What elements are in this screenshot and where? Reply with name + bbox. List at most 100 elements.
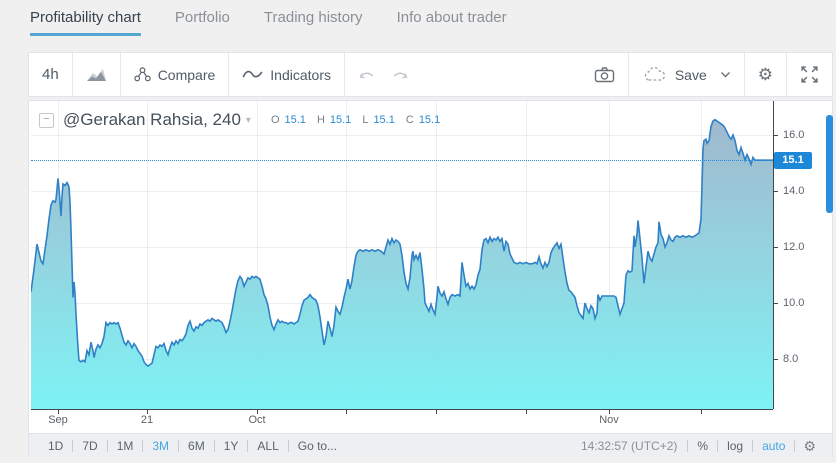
bottom-separator	[213, 440, 215, 452]
range-button-7d[interactable]: 7D	[82, 439, 98, 453]
camera-icon	[594, 66, 615, 83]
price-axis-label: 14.0	[783, 185, 805, 197]
toolbar-separator	[743, 53, 745, 96]
time-axis-label: Sep	[48, 414, 68, 426]
ohlc-high-label: H	[316, 114, 325, 126]
interval-button[interactable]: 4h	[29, 53, 72, 96]
tab-trading-history[interactable]: Trading history	[263, 9, 363, 26]
scale-toggle-[interactable]: %	[697, 439, 709, 453]
compare-icon	[133, 67, 151, 82]
symbol-title[interactable]: @Gerakan Rahsia, 240	[63, 110, 241, 129]
bottom-separator	[752, 440, 754, 452]
time-axis-tick	[58, 410, 59, 414]
time-axis-line	[31, 409, 773, 410]
range-button-goto[interactable]: Go to...	[297, 439, 338, 453]
price-axis-tick	[774, 247, 778, 248]
toolbar-right-group: Save ⚙	[581, 53, 832, 96]
save-button[interactable]: Save	[629, 53, 744, 96]
price-axis-label: 16.0	[783, 129, 805, 141]
price-series-line	[31, 118, 773, 367]
bottom-separator	[106, 440, 108, 452]
ohlc-high-value: 15.1	[329, 114, 352, 126]
bottom-separator	[142, 440, 144, 452]
ohlc-close-label: C	[405, 114, 414, 126]
chevron-down-icon	[720, 71, 731, 78]
current-price-tag: 15.1	[774, 151, 812, 169]
current-price-line	[31, 160, 773, 162]
chart-bottom-bar: 1D 7D 1M 3M 6M 1Y ALL Go to... 14:32:57 (UTC+2)…	[29, 433, 832, 458]
price-axis-line	[773, 101, 774, 409]
time-axis-tick	[526, 410, 527, 414]
tab-info-about-trader[interactable]: Info about trader	[396, 9, 507, 26]
redo-button[interactable]	[388, 53, 422, 96]
ohlc-low-label: L	[362, 114, 369, 126]
chart-card: 16.0 14.0 12.0 10.0 8.0 Sep 21 Oct Nov 15.1 − @…	[28, 100, 833, 458]
bottom-separator	[178, 440, 180, 452]
range-button-3m[interactable]: 3M	[152, 439, 170, 453]
interval-label: 4h	[42, 66, 59, 83]
price-axis-tick	[774, 359, 778, 360]
range-button-1d[interactable]: 1D	[48, 439, 64, 453]
ohlc-close-value: 15.1	[418, 114, 441, 126]
price-axis-label: 10.0	[783, 297, 805, 309]
symbol-caret-icon[interactable]: ▾	[245, 114, 251, 126]
range-button-1y[interactable]: 1Y	[223, 439, 239, 453]
indicators-button[interactable]: Indicators	[229, 53, 344, 96]
collapse-legend-icon[interactable]: −	[39, 112, 54, 128]
price-area-chart[interactable]	[31, 101, 773, 409]
bottom-right-group: 14:32:57 (UTC+2) % log auto ⚙	[571, 434, 824, 458]
snapshot-button[interactable]	[581, 53, 628, 96]
compare-button[interactable]: Compare	[121, 53, 229, 96]
bottom-separator	[794, 440, 796, 452]
range-button-all[interactable]: ALL	[257, 439, 279, 453]
indicators-wave-icon	[242, 69, 263, 80]
price-axis-tick	[774, 303, 778, 304]
bottom-separator	[717, 440, 719, 452]
indicators-label: Indicators	[270, 66, 331, 83]
bottom-separator	[287, 440, 289, 452]
tab-profitability-chart[interactable]: Profitability chart	[30, 9, 141, 36]
compare-label: Compare	[157, 66, 216, 83]
range-button-6m[interactable]: 6M	[188, 439, 205, 453]
ohlc-readout: O 15.1 H 15.1 L 15.1 C 15.1	[271, 114, 446, 126]
toolbar-separator	[627, 53, 629, 96]
price-axis-label: 12.0	[783, 241, 805, 253]
tab-portfolio[interactable]: Portfolio	[174, 9, 230, 26]
undo-button[interactable]	[345, 53, 388, 96]
ohlc-open-label: O	[270, 114, 280, 126]
scale-toggle-auto[interactable]: auto	[762, 439, 786, 453]
ohlc-open-value: 15.1	[284, 114, 306, 126]
range-button-1m[interactable]: 1M	[116, 439, 134, 453]
time-axis-label: Nov	[599, 414, 619, 426]
fullscreen-button[interactable]	[787, 53, 832, 96]
bottom-separator	[687, 440, 689, 452]
scale-toggles: % log auto	[688, 439, 796, 453]
time-axis-tick	[436, 410, 437, 414]
chart-properties-gear-icon[interactable]: ⚙	[803, 437, 816, 454]
chart-style-button[interactable]	[73, 53, 120, 96]
save-label: Save	[674, 66, 707, 83]
toolbar-separator	[119, 53, 121, 96]
time-axis-label: 21	[140, 414, 154, 426]
area-chart-icon	[86, 67, 107, 82]
time-axis-tick	[257, 410, 258, 414]
fullscreen-icon	[800, 65, 819, 84]
time-axis-label: Oct	[248, 414, 266, 426]
settings-button[interactable]: ⚙	[745, 53, 786, 96]
price-scale-scrollbar[interactable]	[826, 115, 833, 213]
chart-toolbar: 4h Compare	[28, 52, 833, 97]
time-axis-tick	[609, 410, 610, 414]
range-selector: 1D 7D 1M 3M 6M 1Y ALL Go to...	[39, 439, 346, 453]
time-axis-tick	[701, 410, 702, 414]
price-axis-label: 8.0	[783, 353, 799, 365]
clock-readout: 14:32:57 (UTC+2)	[581, 439, 678, 453]
time-axis-tick	[346, 410, 347, 414]
toolbar-separator	[786, 53, 787, 96]
price-axis-tick	[774, 191, 778, 192]
ohlc-low-value: 15.1	[373, 114, 395, 126]
scale-toggle-log[interactable]: log	[727, 439, 744, 453]
bottom-separator	[72, 440, 74, 452]
cloud-save-icon	[642, 67, 668, 82]
price-axis-tick	[774, 135, 778, 136]
